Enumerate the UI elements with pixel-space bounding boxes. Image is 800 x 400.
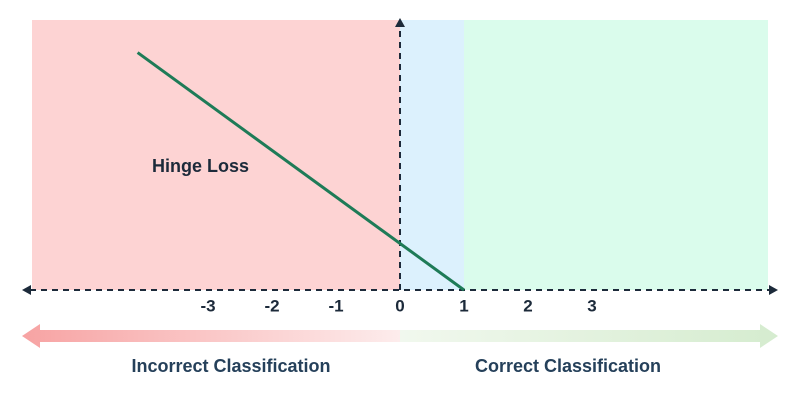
x-tick-label: 1 xyxy=(459,296,468,315)
x-tick-label: 2 xyxy=(523,296,532,315)
x-tick-label: -1 xyxy=(328,296,343,315)
x-tick-label: 3 xyxy=(587,296,596,315)
x-tick-label: 0 xyxy=(395,296,404,315)
region xyxy=(32,20,400,290)
region xyxy=(464,20,768,290)
arrowhead xyxy=(22,285,31,295)
correct-arrow xyxy=(400,324,778,348)
x-tick-label: -2 xyxy=(264,296,279,315)
line xyxy=(136,51,465,292)
incorrect-arrow xyxy=(22,324,400,348)
arrowhead xyxy=(769,285,778,295)
x-tick-label: -3 xyxy=(200,296,215,315)
arrowhead xyxy=(395,18,405,27)
bottom-label: Incorrect Classification xyxy=(131,356,330,376)
line-label: Hinge Loss xyxy=(152,156,249,176)
bottom-label: Correct Classification xyxy=(475,356,661,376)
region xyxy=(400,20,464,290)
